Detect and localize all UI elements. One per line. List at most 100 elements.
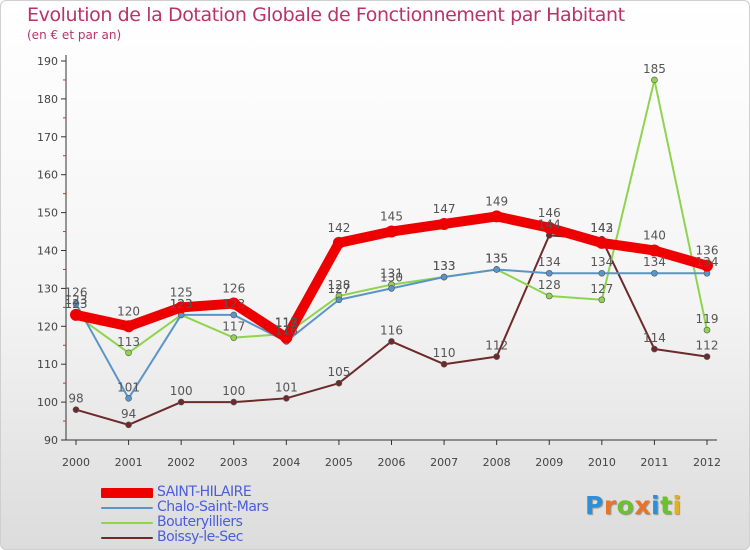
data-label: 118 [275,316,298,330]
logo-letter: o [616,491,635,520]
data-point [440,360,448,368]
data-label: 116 [380,323,403,337]
x-tick-label: 2011 [640,456,668,469]
logo-letter: t [660,491,673,520]
y-tick-label: 140 [37,245,58,258]
data-point [230,311,238,319]
data-label: 120 [117,304,140,318]
data-point [385,225,398,238]
x-tick-label: 2004 [272,456,300,469]
data-label: 123 [65,297,88,311]
data-label: 142 [590,221,613,235]
data-label: 127 [590,282,613,296]
data-point [227,297,240,310]
legend-label: Bouteryilliers [157,514,243,530]
x-tick-label: 2007 [430,456,458,469]
data-point [335,379,343,387]
logo-letter: i [672,491,682,520]
data-label: 143 [590,221,613,235]
data-label: 133 [433,259,456,273]
x-tick-label: 2002 [167,456,195,469]
data-label: 100 [222,384,245,398]
data-point [125,349,132,357]
data-label: 134 [696,255,719,269]
proxiti-logo: Proxiti [585,491,682,520]
data-label: 146 [538,206,561,220]
data-label: 128 [327,278,350,292]
data-label: 147 [433,202,456,216]
data-label: 123 [170,297,193,311]
data-label: 128 [538,278,561,292]
data-label: 105 [327,365,350,379]
x-tick-label: 2003 [220,456,248,469]
data-label: 101 [275,380,298,394]
logo-letter: x [634,491,651,520]
data-point [438,217,451,230]
data-label: 134 [643,255,666,269]
logo-letter: P [585,491,604,520]
data-point [651,345,658,353]
data-label: 123 [222,297,245,311]
series-layer [70,76,713,429]
data-label: 116 [275,323,298,337]
x-tick-label: 2010 [588,456,616,469]
y-tick-label: 90 [44,434,58,447]
x-tick-label: 2006 [378,456,406,469]
data-point [388,285,395,292]
data-label: 100 [170,384,193,398]
data-point [440,273,448,281]
data-label: 142 [327,221,350,235]
data-label: 117 [222,320,245,334]
logo-letter: i [651,491,661,520]
data-label: 133 [433,259,456,273]
x-tick-label: 2009 [535,456,563,469]
chart-axes: 90 100 110 120 130 140 150 160 170 180 190 2000 2001… [37,55,721,469]
data-point [335,296,343,304]
data-point [648,244,661,257]
data-point [177,398,185,406]
data-point [493,266,500,273]
data-label: 140 [643,229,666,243]
legend-swatch [101,488,153,498]
y-tick-label: 100 [37,396,58,409]
line-chart: 90 100 110 120 130 140 150 160 170 180 190 2000 2001… [37,55,721,469]
data-point [545,269,553,277]
logo-letter: r [603,491,617,520]
data-label: 127 [327,282,350,296]
data-point [595,236,608,249]
data-label: 112 [485,339,508,353]
data-label: 113 [117,335,140,349]
data-label: 126 [222,282,245,296]
data-label: 149 [485,194,508,208]
data-point [703,326,711,334]
data-point [598,296,606,304]
data-label: 126 [65,286,88,300]
data-label: 125 [170,285,193,299]
data-label: 123 [65,293,88,307]
data-label: 136 [696,244,719,258]
legend-label: Chalo-Saint-Mars [157,499,269,515]
data-label: 114 [643,331,666,345]
y-tick-label: 190 [37,55,58,68]
data-point [122,320,135,333]
data-point [70,308,82,321]
chart-title: Evolution de la Dotation Globale de Fonc… [27,4,625,26]
x-tick-label: 2012 [693,456,721,469]
data-labels: 98 94 100 100 101 105 116 110 112 144 143 114 112 123… [65,62,719,421]
data-label: 134 [538,255,561,269]
data-label: 135 [485,251,508,265]
data-point [72,406,80,413]
y-tick-label: 180 [37,93,58,106]
x-tick-label: 2001 [115,456,143,469]
legend-label: Boissy-le-Sec [157,529,244,545]
x-tick-label: 2008 [483,456,511,469]
x-tick-label: 2000 [62,456,90,469]
data-label: 94 [121,407,136,421]
data-point [125,395,132,402]
data-point [125,421,132,429]
data-point [493,353,500,360]
y-tick-label: 110 [37,358,58,371]
data-point [175,301,188,314]
y-tick-label: 170 [37,131,58,144]
